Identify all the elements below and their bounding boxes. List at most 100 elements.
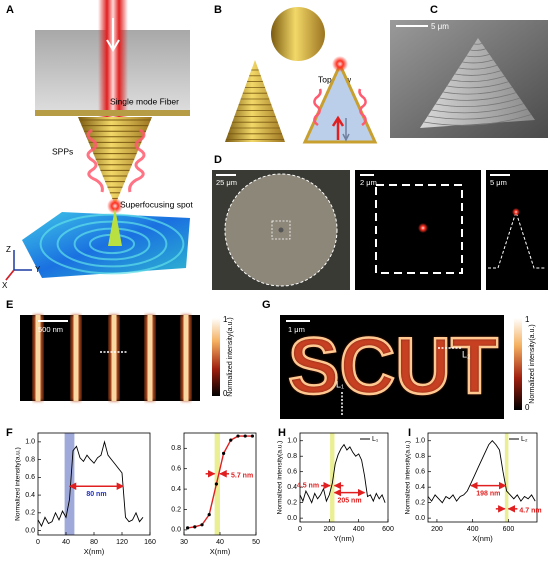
sem-groove [439, 92, 517, 101]
x-tick-label: 0 [298, 526, 302, 533]
grating-line [73, 315, 79, 401]
grating-line [183, 315, 189, 401]
panel-label: A [6, 4, 14, 16]
scale-label: 25 μm [216, 178, 237, 187]
tapered-cone [78, 117, 152, 205]
spot-label: Superfocusing spot [120, 199, 193, 209]
x-tick-label: 400 [353, 526, 365, 533]
y-axis-label: Normalized intensity(a.u.) [405, 441, 412, 515]
annotation: 5.7 nm [231, 473, 253, 480]
axis-z: Z [6, 245, 11, 254]
data-line [427, 440, 536, 504]
sem-groove [431, 103, 524, 114]
x-axis-label: X(nm) [472, 534, 493, 543]
y-tick-label: 1.0 [25, 439, 35, 446]
spp-wave [86, 128, 104, 193]
x-tick-label: 30 [180, 539, 188, 546]
y-tick-label: 0.4 [287, 484, 297, 491]
data-point [222, 451, 226, 455]
scale-label: 5 μm [490, 178, 507, 187]
axis-y: Y [35, 265, 41, 274]
x-axis-label: Y(nm) [334, 534, 355, 543]
y-tick-label: 0.6 [415, 469, 425, 476]
y-tick-label: 0.0 [415, 515, 425, 522]
y-tick-label: 0.2 [25, 510, 35, 517]
axes-x [5, 269, 15, 281]
x-tick-label: 0 [36, 539, 40, 546]
panel-label: H [278, 427, 286, 439]
y-tick-label: 0.8 [171, 445, 181, 452]
fiber-label: Single mode Fiber [110, 96, 179, 106]
scut-image [280, 315, 504, 419]
cross-section [302, 61, 378, 144]
grating-line [35, 315, 41, 401]
focus-spot [418, 223, 428, 233]
spp-label: SPPs [52, 146, 73, 156]
sem-groove [435, 97, 520, 107]
x-tick-label: 600 [382, 526, 394, 533]
y-tick-label: 0.8 [25, 456, 35, 463]
sem-groove [454, 70, 501, 76]
scut-pattern: SCUT [288, 321, 498, 410]
data-point [193, 525, 197, 529]
side-view [486, 170, 548, 290]
x-tick-label: 80 [90, 539, 98, 546]
data-point [250, 434, 254, 438]
y-tick-label: 0.2 [287, 499, 297, 506]
colorbar-label: Normalized intensity(a.u.) [529, 324, 536, 403]
highlight-band [330, 433, 335, 522]
field-peak [108, 208, 122, 246]
sem-groove [450, 75, 505, 83]
cone-outline [488, 210, 546, 269]
sem-groove [458, 64, 498, 70]
x-axis-label: X(nm) [84, 547, 105, 556]
x-tick-label: 120 [116, 539, 128, 546]
scale-label: 2 μm [360, 178, 377, 187]
x-tick-label: 40 [62, 539, 70, 546]
x-tick-label: 400 [467, 526, 479, 533]
panel-label: C [430, 4, 438, 16]
x-tick-label: 200 [431, 526, 443, 533]
plot-frame [427, 432, 538, 523]
sem-groove [423, 114, 532, 126]
highlight-band [504, 433, 509, 522]
top-view-disk [271, 7, 325, 61]
colorbar [514, 318, 522, 410]
apex-glow [332, 56, 348, 72]
y-tick-label: 0.0 [25, 527, 35, 534]
scale-label: 500 nm [38, 325, 63, 334]
data-point [200, 523, 204, 527]
y-axis-label: Normalized intensity(a.u.) [277, 441, 284, 515]
y-tick-label: 1.0 [287, 438, 297, 445]
y-tick-label: 0.4 [415, 484, 425, 491]
plot-frame [299, 432, 389, 523]
panel-label: G [262, 299, 271, 311]
y-tick-label: 0.6 [171, 466, 181, 473]
spp-wave [313, 88, 322, 127]
highlight-band [64, 433, 75, 535]
roi-box [375, 184, 463, 274]
data-point [236, 434, 240, 438]
panel-label: I [408, 427, 411, 439]
sem-groove [474, 43, 482, 45]
annotation: 205 nm [337, 497, 361, 504]
spp-wave [128, 128, 146, 193]
legend-label: L₂ [521, 436, 528, 443]
panel-label: E [6, 299, 13, 311]
y-axis-label: Normalized intensity(a.u.) [15, 447, 22, 521]
y-tick-label: 0.4 [171, 486, 181, 493]
scale-label: 5 μm [431, 22, 449, 31]
annotation: 198 nm [476, 490, 500, 497]
colorbar-tick: 1 [223, 315, 228, 324]
y-tick-label: 0.0 [171, 527, 181, 534]
roi-box [271, 220, 291, 240]
panel-label: D [214, 154, 222, 166]
up-arrow [331, 115, 345, 140]
apex-spot [512, 208, 520, 216]
line-label: L₂ [462, 349, 471, 359]
y-tick-label: 1.0 [415, 438, 425, 445]
annotation: 80 nm [86, 491, 106, 498]
data-point [214, 482, 218, 486]
cone-3d [225, 60, 285, 142]
